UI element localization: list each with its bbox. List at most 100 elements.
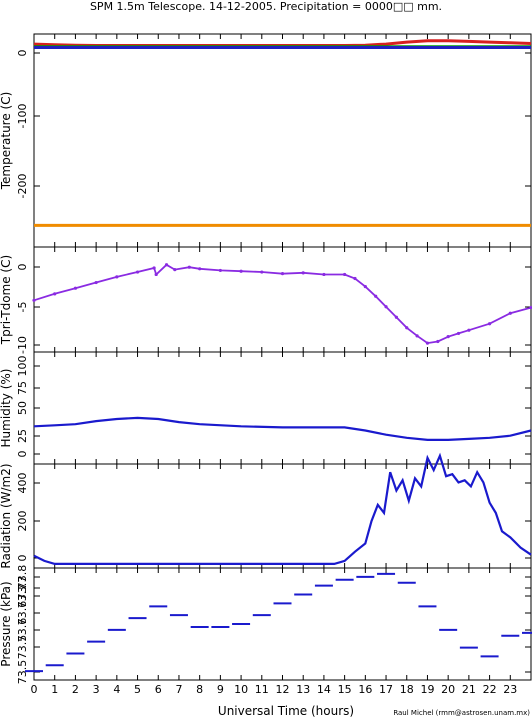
data-point <box>343 272 347 277</box>
y-tick-label: 100 <box>16 356 29 377</box>
data-point <box>94 280 98 285</box>
y-tick-label: 200 <box>16 511 29 532</box>
y-tick-label: -200 <box>16 174 29 199</box>
x-tick-label: 18 <box>400 683 414 696</box>
data-point <box>32 298 36 302</box>
x-tick-label: 9 <box>217 683 224 696</box>
data-point <box>456 331 461 336</box>
data-point <box>467 328 471 332</box>
data-point <box>280 272 285 276</box>
data-point <box>384 305 388 309</box>
data-point <box>154 272 158 277</box>
data-point <box>425 341 430 345</box>
y-axis-label: Tpri-Tdome (C) <box>0 255 13 345</box>
series-line <box>33 39 532 47</box>
data-point <box>239 269 243 273</box>
x-tick-label: 5 <box>134 683 141 696</box>
x-tick-label: 19 <box>420 683 434 696</box>
x-tick-label: 8 <box>196 683 203 696</box>
data-point <box>529 305 532 310</box>
x-tick-label: 17 <box>379 683 393 696</box>
data-point <box>173 268 177 272</box>
x-tick-label: 21 <box>462 683 476 696</box>
y-tick-label: 0 <box>16 451 29 458</box>
x-axis-label: Universal Time (hours) <box>218 704 354 718</box>
data-point <box>301 271 305 275</box>
y-tick-label: 73.7 <box>16 576 29 601</box>
x-tick-label: 2 <box>72 683 79 696</box>
panel-frame <box>33 246 532 353</box>
x-tick-label: 3 <box>93 683 100 696</box>
data-point <box>53 292 57 296</box>
series-line <box>33 416 532 441</box>
y-tick-label: 73.5 <box>16 635 29 660</box>
data-point <box>152 266 156 270</box>
data-point <box>363 284 367 289</box>
x-tick-label: 6 <box>155 683 162 696</box>
y-tick-label: 0 <box>16 50 29 57</box>
y-tick-label: 73.7 <box>16 584 29 609</box>
y-tick-label: 75 <box>16 381 29 395</box>
panel-frame <box>33 351 532 465</box>
data-point <box>322 272 326 277</box>
x-tick-label: 0 <box>31 683 38 696</box>
y-tick-label: 50 <box>16 401 29 415</box>
y-tick-label: 73.5 <box>16 660 29 685</box>
x-tick-label: 11 <box>255 683 269 696</box>
y-axis-label: Humidity (%) <box>0 369 13 448</box>
data-point <box>218 268 222 273</box>
data-point <box>187 265 191 269</box>
data-point <box>260 270 264 274</box>
x-tick-label: 20 <box>441 683 455 696</box>
data-point <box>436 339 440 344</box>
data-point <box>508 311 512 315</box>
y-axis-label: Temperature (C) <box>0 92 13 191</box>
data-point <box>353 276 357 281</box>
data-point <box>394 315 398 319</box>
data-point <box>135 270 140 274</box>
y-axis-label: Pressure (kPa) <box>0 581 13 666</box>
x-tick-label: 23 <box>503 683 517 696</box>
series-line <box>33 452 532 565</box>
y-tick-label: 73.6 <box>16 601 29 626</box>
data-point <box>374 294 378 298</box>
x-tick-label: 12 <box>276 683 290 696</box>
y-axis-label: Radiation (W/m2) <box>0 463 13 568</box>
data-point <box>164 263 169 267</box>
x-axis: 0 1 2 3 4 5 6 7 8 9 10 11 12 13 14 15 16 17 18 19 20 21 22 23 <box>31 683 518 696</box>
x-tick-label: 14 <box>317 683 331 696</box>
data-point <box>115 275 119 279</box>
x-tick-label: 22 <box>483 683 497 696</box>
y-tick-label: -10 <box>16 336 29 354</box>
y-tick-label: 0 <box>16 555 29 562</box>
data-point <box>73 286 78 290</box>
x-tick-label: 16 <box>358 683 372 696</box>
x-tick-label: 7 <box>175 683 182 696</box>
x-tick-label: 13 <box>296 683 310 696</box>
data-point <box>198 267 202 271</box>
x-tick-label: 10 <box>234 683 248 696</box>
y-tick-label: 73.6 <box>16 618 29 643</box>
data-point <box>446 335 450 339</box>
panel-frame <box>33 33 532 248</box>
data-point <box>415 334 419 338</box>
x-tick-label: 1 <box>51 683 58 696</box>
y-tick-label: 25 <box>16 429 29 443</box>
author-credit: Raul Michel (rmm@astrosen.unam.mx) <box>393 709 530 717</box>
x-tick-label: 15 <box>338 683 352 696</box>
panel-frame <box>33 567 532 681</box>
data-point <box>405 326 409 330</box>
y-tick-label: 400 <box>16 473 29 494</box>
x-tick-label: 4 <box>113 683 120 696</box>
y-tick-label: -5 <box>16 302 29 313</box>
series-line <box>33 263 532 345</box>
data-point <box>487 322 492 326</box>
y-tick-label: 0 <box>16 264 29 271</box>
